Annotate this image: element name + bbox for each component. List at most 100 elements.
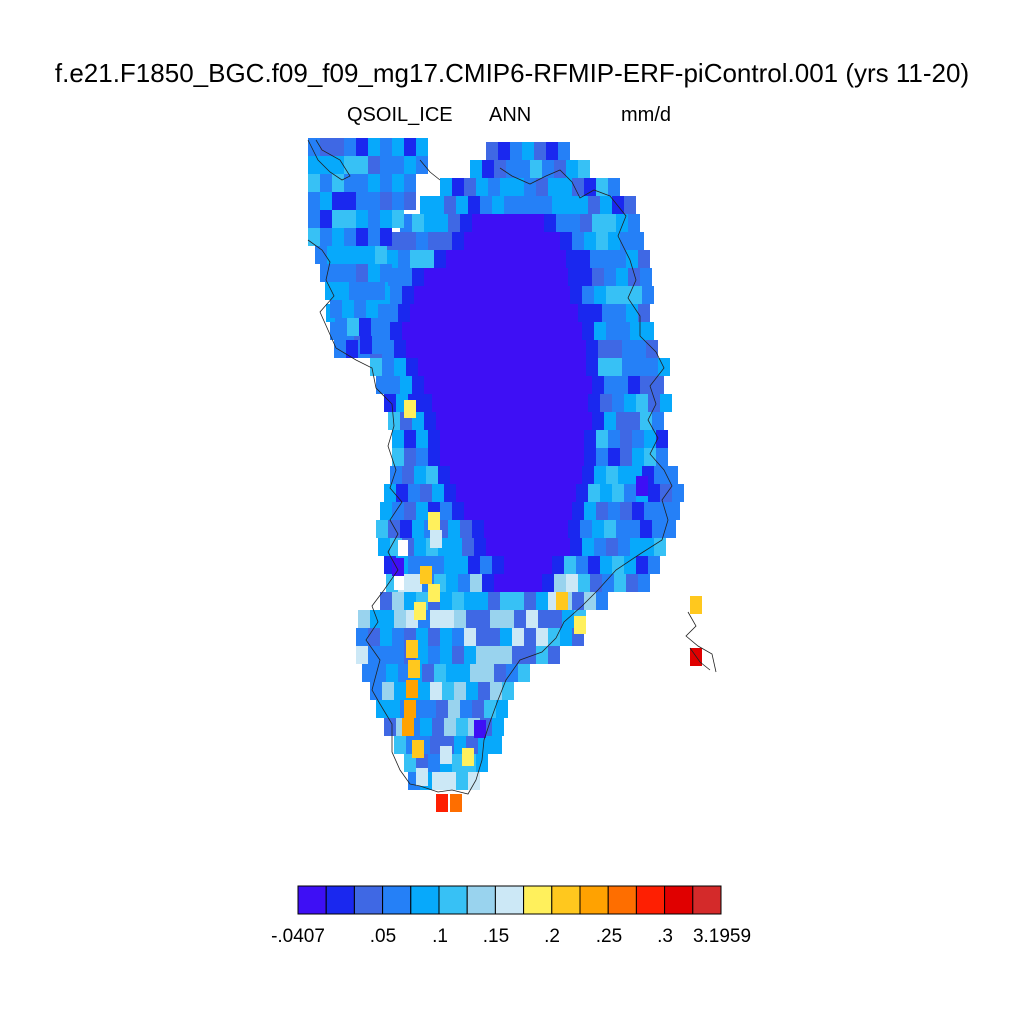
grid-cell (590, 250, 602, 268)
grid-cell (392, 138, 404, 156)
grid-cell (592, 214, 604, 232)
grid-cell (339, 246, 351, 264)
grid-cell (628, 268, 640, 286)
grid-cell (452, 448, 464, 466)
grid-cell (588, 556, 600, 574)
grid-cell (600, 394, 612, 412)
grid-cell (510, 466, 522, 484)
grid-cell (472, 700, 484, 718)
grid-cell (482, 250, 494, 268)
grid-cell (600, 484, 612, 502)
grid-cell (526, 358, 538, 376)
grid-cell (556, 376, 568, 394)
grid-cell (638, 574, 650, 592)
grid-cell (520, 520, 532, 538)
grid-cell (416, 232, 428, 250)
grid-cell (596, 448, 608, 466)
grid-cell (484, 268, 496, 286)
grid-cell (564, 556, 576, 574)
grid-cell (644, 430, 656, 448)
grid-cell (416, 448, 428, 466)
grid-cell (492, 556, 504, 574)
grid-cell (430, 610, 442, 628)
grid-cell (638, 304, 650, 322)
grid-cell (518, 160, 530, 178)
grid-cell (404, 700, 416, 718)
grid-cell (458, 664, 470, 682)
grid-cell (580, 268, 592, 286)
grid-cell (672, 484, 684, 502)
grid-cell (560, 628, 572, 646)
grid-cell (320, 210, 332, 228)
grid-cell (440, 178, 452, 196)
grid-cell (464, 502, 476, 520)
grid-cell (562, 358, 574, 376)
grid-cell (510, 322, 522, 340)
grid-cell (608, 178, 620, 196)
grid-cell (580, 412, 592, 430)
grid-cell (380, 210, 392, 228)
grid-cell (636, 556, 648, 574)
grid-cell (456, 718, 468, 736)
grid-cell (440, 430, 452, 448)
grid-cell (464, 430, 476, 448)
grid-cell (506, 160, 518, 178)
grid-cell (444, 484, 456, 502)
grid-cell (576, 394, 588, 412)
colorbar-tick-label: .05 (370, 926, 396, 947)
grid-cell (416, 646, 428, 664)
grid-cell (358, 610, 370, 628)
grid-cell (690, 596, 702, 614)
grid-cell (498, 466, 510, 484)
grid-cell (368, 228, 380, 246)
grid-cell (604, 376, 616, 394)
grid-cell (404, 754, 416, 772)
grid-cell (472, 214, 484, 232)
grid-cell (566, 304, 578, 322)
grid-cell (564, 394, 576, 412)
grid-cell (436, 376, 448, 394)
grid-cell (504, 484, 516, 502)
grid-cell (308, 210, 320, 228)
grid-cell (490, 610, 502, 628)
grid-cell (315, 246, 327, 264)
grid-cell (520, 214, 532, 232)
grid-cell (584, 178, 596, 196)
grid-cell (414, 286, 426, 304)
grid-cell (450, 466, 462, 484)
grid-cell (392, 174, 404, 192)
grid-cell (392, 192, 404, 210)
grid-cell (486, 322, 498, 340)
grid-cell (466, 340, 478, 358)
grid-cell (444, 556, 456, 574)
grid-cell (582, 466, 594, 484)
grid-cell (558, 286, 570, 304)
grid-cell (344, 192, 356, 210)
grid-cell (418, 682, 430, 700)
grid-cell (392, 628, 404, 646)
grid-cell (504, 394, 516, 412)
grid-cell (608, 232, 620, 250)
grid-cell (522, 142, 534, 160)
grid-cell (592, 376, 604, 394)
grid-cell (478, 736, 490, 754)
grid-cell (642, 286, 654, 304)
grid-cell (380, 646, 392, 664)
grid-cell (524, 646, 536, 664)
grid-cell (356, 156, 368, 174)
grid-cell (544, 268, 556, 286)
grid-cell (500, 178, 512, 196)
grid-cell (538, 610, 550, 628)
grid-cell (428, 232, 440, 250)
grid-cell (520, 412, 532, 430)
grid-cell (442, 358, 454, 376)
grid-cell (360, 336, 372, 354)
grid-cell (464, 628, 476, 646)
grid-cell (408, 556, 420, 574)
grid-cell (438, 322, 450, 340)
grid-cell (516, 196, 528, 214)
grid-cell (508, 520, 520, 538)
grid-cell (518, 574, 530, 592)
grid-cell (337, 282, 349, 300)
